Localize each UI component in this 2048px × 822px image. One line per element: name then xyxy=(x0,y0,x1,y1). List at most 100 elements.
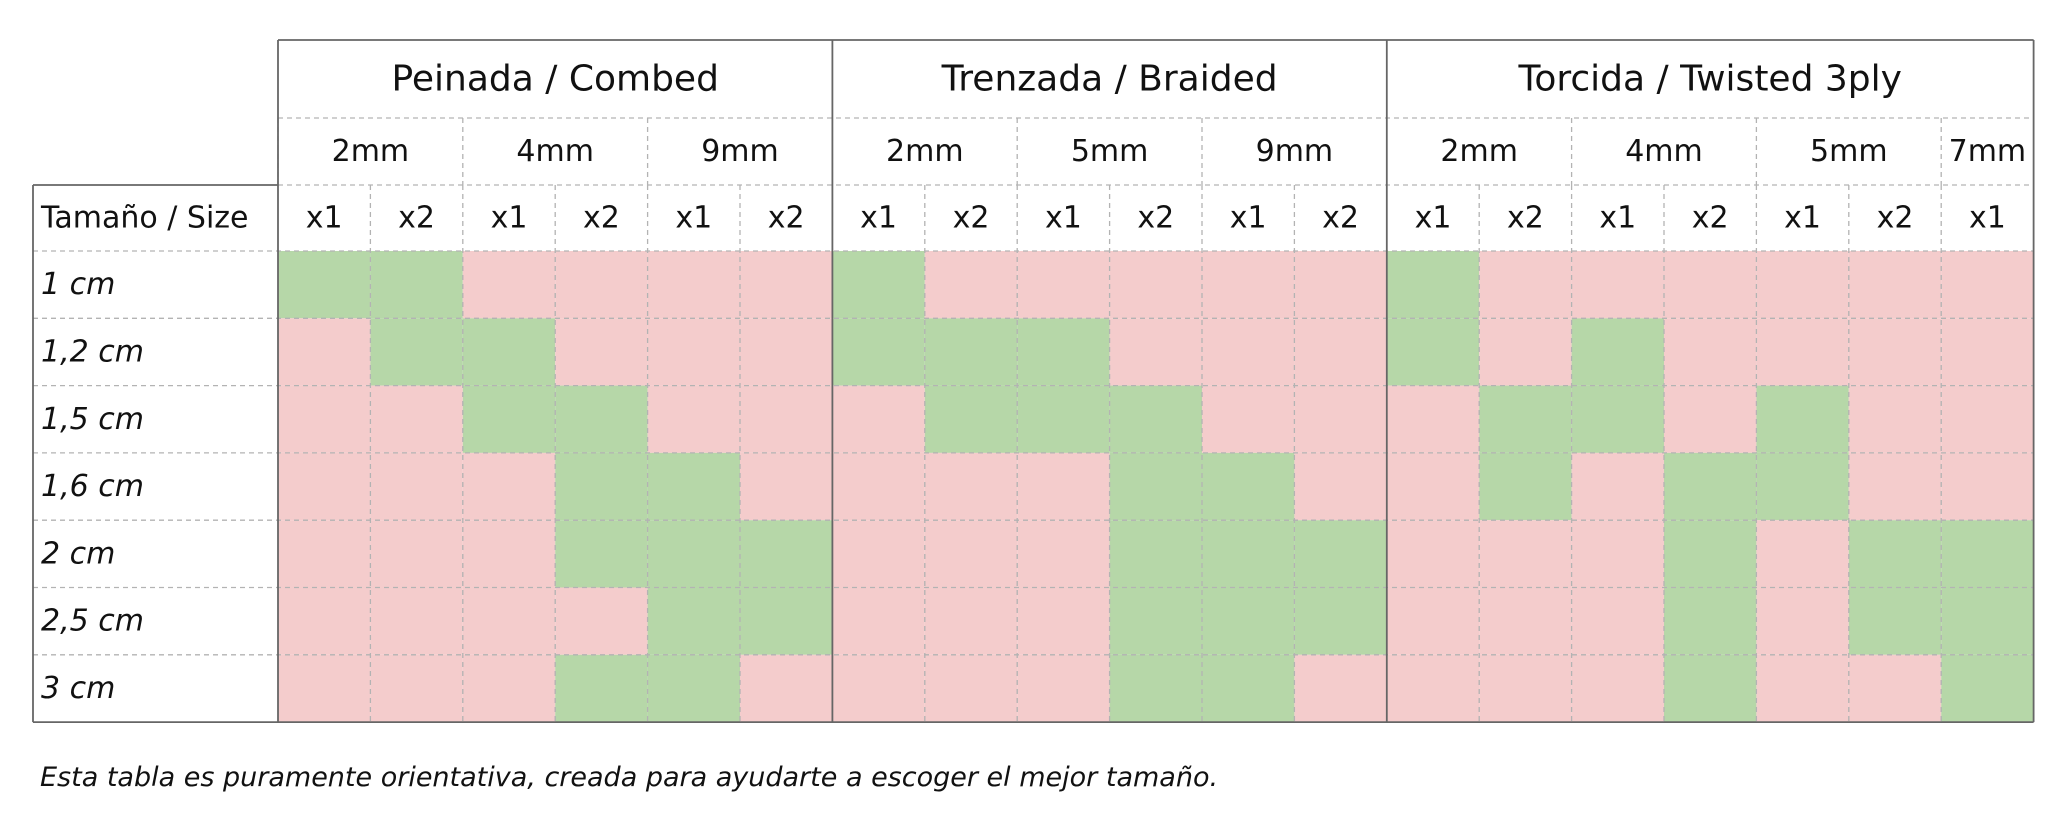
cell-suitable xyxy=(1848,587,1942,655)
cell-not-suitable xyxy=(462,520,556,588)
corner-label: Tamaño / Size xyxy=(40,201,248,236)
cell-suitable xyxy=(1941,520,2034,588)
row-label: 1,6 cm xyxy=(41,469,144,504)
cell-suitable xyxy=(1571,385,1664,453)
cell-suitable xyxy=(1202,452,1295,521)
cell-not-suitable xyxy=(370,385,463,453)
cell-not-suitable xyxy=(1386,654,1480,723)
cell-not-suitable xyxy=(1017,520,1110,588)
multiplier-label: x1 xyxy=(1599,201,1636,236)
cell-suitable xyxy=(647,587,740,655)
cell-not-suitable xyxy=(1941,318,2034,386)
cell-not-suitable xyxy=(462,654,556,723)
row-label: 1,5 cm xyxy=(41,402,144,437)
cell-not-suitable xyxy=(462,587,556,655)
cell-not-suitable xyxy=(1479,251,1572,319)
cell-not-suitable xyxy=(462,251,556,319)
multiplier-label: x1 xyxy=(1230,201,1267,236)
cell-not-suitable xyxy=(740,385,833,453)
cell-not-suitable xyxy=(1017,251,1110,319)
cell-not-suitable xyxy=(832,587,925,655)
cell-suitable xyxy=(462,385,556,453)
cell-not-suitable xyxy=(1109,251,1202,319)
cell-not-suitable xyxy=(832,654,925,723)
cell-not-suitable xyxy=(924,520,1018,588)
cell-not-suitable xyxy=(647,385,740,453)
cell-suitable xyxy=(647,452,740,521)
cell-suitable xyxy=(1848,520,1942,588)
size-label: 4mm xyxy=(516,134,594,169)
cell-not-suitable xyxy=(278,452,371,521)
cell-not-suitable xyxy=(278,587,371,655)
size-label: 2mm xyxy=(886,134,964,169)
cell-not-suitable xyxy=(462,452,556,521)
cell-not-suitable xyxy=(1294,385,1387,453)
cell-not-suitable xyxy=(278,318,371,386)
multiplier-label: x1 xyxy=(1969,201,2006,236)
cell-not-suitable xyxy=(1479,587,1572,655)
size-label: 9mm xyxy=(701,134,779,169)
cell-not-suitable xyxy=(1848,385,1942,453)
cell-not-suitable xyxy=(647,318,740,386)
cell-suitable xyxy=(1756,452,1849,521)
cell-not-suitable xyxy=(1017,654,1110,723)
cell-not-suitable xyxy=(1756,587,1849,655)
cell-not-suitable xyxy=(1848,251,1942,319)
cell-suitable xyxy=(740,587,833,655)
cell-not-suitable xyxy=(924,654,1018,723)
cell-not-suitable xyxy=(370,654,463,723)
cell-suitable xyxy=(1202,654,1295,723)
cell-not-suitable xyxy=(740,251,833,319)
cell-not-suitable xyxy=(278,520,371,588)
cell-not-suitable xyxy=(1479,654,1572,723)
cell-suitable xyxy=(924,318,1018,386)
cell-not-suitable xyxy=(1664,318,1757,386)
group-title: Peinada / Combed xyxy=(391,59,718,100)
cell-suitable xyxy=(1664,654,1757,723)
cell-not-suitable xyxy=(1848,318,1942,386)
cell-not-suitable xyxy=(555,251,648,319)
cell-suitable xyxy=(832,251,925,319)
cell-not-suitable xyxy=(1756,318,1849,386)
multiplier-label: x1 xyxy=(1784,201,1821,236)
multiplier-label: x2 xyxy=(1507,201,1544,236)
cell-suitable xyxy=(462,318,556,386)
cell-not-suitable xyxy=(1294,654,1387,723)
cell-suitable xyxy=(1017,318,1110,386)
cell-not-suitable xyxy=(647,251,740,319)
cell-not-suitable xyxy=(1664,251,1757,319)
cell-suitable xyxy=(647,654,740,723)
cell-not-suitable xyxy=(1294,318,1387,386)
cell-not-suitable xyxy=(832,452,925,521)
cell-suitable xyxy=(555,654,648,723)
size-label: 7mm xyxy=(1949,134,2027,169)
cell-suitable xyxy=(1664,452,1757,521)
cell-not-suitable xyxy=(555,587,648,655)
cell-not-suitable xyxy=(1294,251,1387,319)
size-label: 5mm xyxy=(1810,134,1888,169)
size-label: 4mm xyxy=(1625,134,1703,169)
multiplier-label: x2 xyxy=(953,201,990,236)
cell-not-suitable xyxy=(740,318,833,386)
cell-suitable xyxy=(1756,385,1849,453)
cell-suitable xyxy=(1109,654,1202,723)
cell-not-suitable xyxy=(924,251,1018,319)
row-label: 1 cm xyxy=(41,267,115,302)
size-label: 2mm xyxy=(1440,134,1518,169)
cell-not-suitable xyxy=(370,520,463,588)
cell-not-suitable xyxy=(1386,452,1480,521)
cell-suitable xyxy=(278,251,371,319)
cell-not-suitable xyxy=(1941,251,2034,319)
cell-not-suitable xyxy=(740,452,833,521)
row-label: 3 cm xyxy=(41,671,115,706)
cell-not-suitable xyxy=(1756,520,1849,588)
cell-not-suitable xyxy=(370,587,463,655)
cell-suitable xyxy=(555,452,648,521)
cell-suitable xyxy=(1664,520,1757,588)
cell-not-suitable xyxy=(1386,385,1480,453)
cell-not-suitable xyxy=(1479,318,1572,386)
cell-not-suitable xyxy=(1756,251,1849,319)
cell-not-suitable xyxy=(1664,385,1757,453)
cell-suitable xyxy=(370,251,463,319)
